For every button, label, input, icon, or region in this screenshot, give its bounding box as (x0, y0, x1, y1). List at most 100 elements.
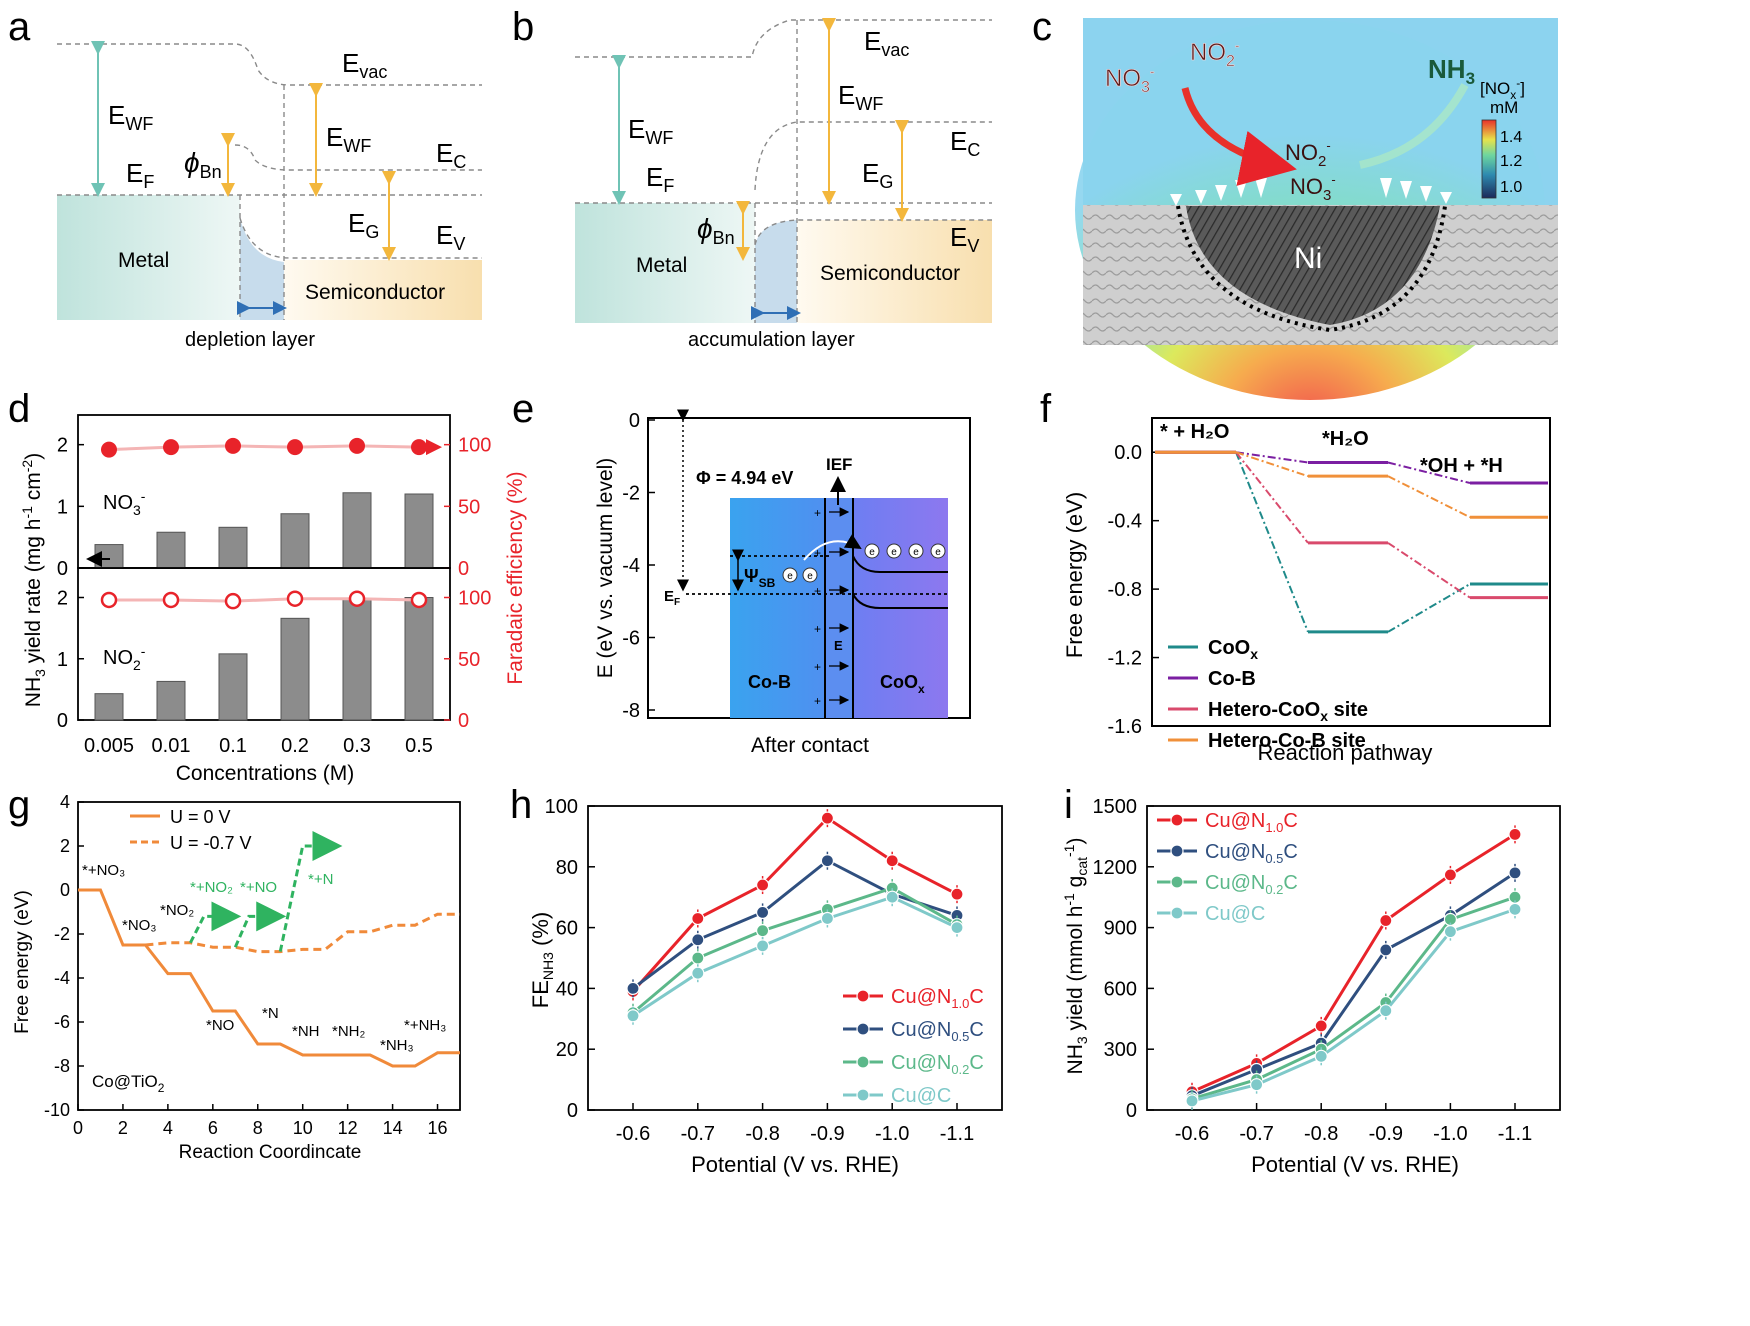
series-point (691, 933, 705, 947)
g-intermediate-label: *NO₃ (122, 917, 156, 934)
semi-label-b: Semiconductor (820, 262, 960, 285)
series-line (631, 816, 958, 993)
semi-label-a: Semiconductor (305, 281, 445, 304)
plus-sign: + (814, 694, 821, 708)
d-bar (218, 653, 248, 721)
series-point (691, 911, 705, 926)
e-ytick-label: -6 (622, 628, 640, 650)
f-connector (1235, 451, 1309, 464)
g-intermediate-label: *NO (206, 1017, 234, 1034)
svg-text:EG: EG (862, 158, 893, 192)
panel-d: d 0 1 2 0 50 100 0 1 2 0 50 100 0.005 0.01 0.1 0.2 0.3 0.… (8, 387, 527, 785)
g-green-label: *+N (308, 871, 333, 888)
svg-text:EV: EV (436, 220, 465, 254)
d-ytick-right-label: 100 (458, 588, 491, 610)
e-ytick-label: 0 (629, 410, 640, 432)
f-ytick-label: 0.0 (1114, 442, 1142, 464)
f-legend-label: CoOx (1208, 637, 1258, 662)
panel-letter-i: i (1064, 783, 1073, 827)
series-line (632, 858, 958, 990)
plot-frame (587, 805, 1003, 1111)
svg-text:NO2-: NO2- (1190, 37, 1240, 70)
panel-letter-f: f (1040, 387, 1052, 431)
coox-band-2 (852, 593, 948, 609)
svg-text:ϕBn: ϕBn (184, 147, 222, 182)
d-fe-point (101, 441, 117, 458)
d-ytick-right-label: 50 (458, 496, 480, 518)
ni-particle (1186, 206, 1440, 325)
reaction-arrow-out (1359, 83, 1469, 169)
electron-icon (886, 543, 902, 559)
d-bar (404, 493, 434, 569)
series-point (885, 890, 899, 904)
plus-sign: + (814, 622, 821, 636)
f-ylabel: Free energy (eV) (1062, 492, 1087, 658)
e-yticks: 0 -2 -4 -6 -8 (622, 410, 655, 722)
g-xtick-label: 6 (208, 1118, 218, 1138)
legend-marker (1170, 844, 1184, 858)
metal-region-b (575, 203, 755, 323)
d-frame (77, 414, 451, 569)
f-connector (1387, 542, 1471, 599)
series-point (755, 878, 770, 892)
ytick-label: 100 (545, 796, 578, 818)
accumulation-region (755, 220, 797, 323)
interface-region (825, 498, 853, 718)
h-xlabel: Potential (V vs. RHE) (691, 1152, 899, 1177)
series-point (691, 951, 705, 965)
panel-h: h 0 20 40 60 80 100 -0.6 -0.7 -0.8 -0.9 -1.0 -1.1 Cu… (510, 783, 1003, 1177)
g-ytick-label: 0 (60, 880, 70, 900)
g-ytick-label: -6 (54, 1012, 70, 1032)
series-point (820, 811, 835, 825)
f-ytick-label: -0.4 (1108, 511, 1142, 533)
svg-text:EC: EC (436, 138, 466, 172)
xtick-label: -0.6 (616, 1123, 650, 1145)
legend-marker (856, 1088, 870, 1102)
g-ytick-label: -10 (44, 1100, 70, 1120)
g-intermediate-label: *NH (292, 1023, 320, 1040)
chart-g: 420-2-4-6-8-100 2 4 6 8 10 12 14 16*+NO₃*NO₃*NO₂… (44, 792, 461, 1138)
g-intermediate-label: *NH₃ (380, 1037, 414, 1054)
colorbar (1481, 119, 1497, 199)
d-ytick-label: 1 (57, 649, 68, 671)
svg-text:EF: EF (126, 158, 154, 192)
d-bar (280, 513, 310, 569)
d-fe-point (287, 439, 303, 456)
series-point (950, 920, 964, 935)
d-fe-line (108, 444, 420, 452)
panel-letter-a: a (8, 5, 31, 49)
d-xlabel: Concentrations (M) (176, 762, 355, 785)
electron-label: e (787, 571, 793, 582)
electron-icon (802, 567, 818, 583)
d-ytick-label: 2 (57, 588, 68, 610)
xtick-label: -0.7 (681, 1123, 715, 1145)
legend-label: Cu@N0.2C (1205, 872, 1298, 897)
xtick-label: -1.0 (1433, 1123, 1467, 1145)
g-green-branch (233, 901, 287, 948)
xtick-label: -1.1 (1498, 1123, 1532, 1145)
svg-text:EWF: EWF (108, 100, 153, 134)
g-xtick-label: 12 (338, 1118, 358, 1138)
svg-text:NH3 yield (mmol h-1 gcat-1): NH3 yield (mmol h-1 gcat-1) (1061, 838, 1090, 1075)
d-ytick-label: 0 (57, 558, 68, 580)
d-bar (156, 531, 186, 569)
series-point (691, 966, 705, 980)
electron-label: e (935, 547, 941, 558)
series-point (1379, 943, 1393, 957)
series-point (1314, 1019, 1328, 1033)
svg-text:ΨSB: ΨSB (744, 566, 776, 590)
svg-text:NH3 yield rate (mg h-1 cm-2): NH3 yield rate (mg h-1 cm-2) (19, 453, 48, 707)
f-connector (1387, 475, 1471, 519)
legend-marker (1170, 813, 1184, 827)
f-connector (1235, 451, 1309, 478)
d-ytick-label: 0 (57, 710, 68, 732)
xtick-label: -0.7 (1239, 1123, 1273, 1145)
series-point (885, 854, 899, 868)
cob-region (730, 498, 825, 718)
i-xlabel: Potential (V vs. RHE) (1251, 1152, 1459, 1177)
electron-icon (782, 567, 798, 583)
svg-text:EWF: EWF (838, 80, 883, 114)
electrons: e e e e e e (782, 543, 946, 583)
legend-marker (1170, 906, 1184, 920)
plot-frame (1146, 805, 1561, 1111)
